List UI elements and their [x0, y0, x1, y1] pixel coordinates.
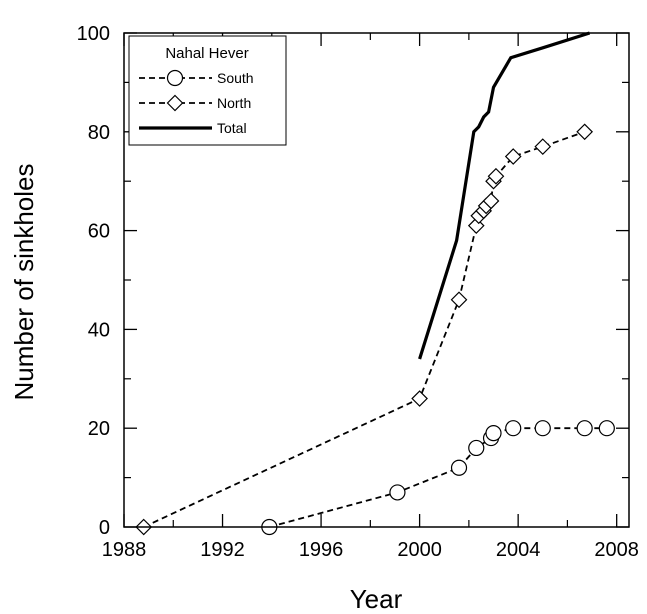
x-tick-label: 1992 [200, 539, 245, 561]
point-south [485, 425, 502, 442]
point-north [482, 192, 500, 210]
legend-label-total: Total [217, 120, 247, 136]
y-tick-label: 60 [88, 221, 110, 243]
x-tick-label: 2008 [594, 539, 639, 561]
legend-entries: South North Total [139, 69, 254, 136]
point-north [576, 123, 594, 141]
point-north [487, 167, 505, 185]
axes: 1988 1992 1996 2000 2004 2008 0 20 40 60 80 100 [77, 23, 639, 561]
legend-label-north: North [217, 95, 251, 111]
point-north [450, 291, 468, 309]
legend-label-south: South [217, 70, 254, 86]
legend-marker-north [166, 94, 184, 112]
point-south [505, 420, 522, 437]
x-tick-label: 2000 [397, 539, 442, 561]
plot-frame [123, 32, 630, 528]
series-total [418, 31, 591, 360]
y-tick-label: 0 [99, 517, 110, 539]
point-south [389, 484, 406, 501]
series-layer [135, 31, 615, 536]
series-line-south [269, 427, 607, 528]
y-tick-label: 20 [88, 418, 110, 440]
point-south [598, 420, 615, 437]
legend: Nahal Hever South North Total [128, 35, 287, 146]
y-tick-label: 40 [88, 319, 110, 341]
point-north [504, 148, 522, 165]
y-axis-title: Number of sinkholes [9, 164, 39, 401]
point-south [576, 420, 593, 437]
x-tick-label: 1988 [102, 539, 147, 561]
point-south [468, 439, 485, 457]
point-south [534, 420, 551, 437]
series-line-north [143, 130, 585, 528]
legend-title: Nahal Hever [165, 45, 248, 62]
series-north [135, 123, 594, 536]
series-line-total [418, 31, 591, 360]
legend-marker-south [166, 69, 184, 87]
point-north [534, 138, 552, 155]
x-axis-title: Year [350, 584, 403, 614]
y-tick-label: 80 [88, 122, 110, 144]
series-south [261, 420, 615, 536]
y-tick-label: 100 [77, 23, 110, 45]
x-tick-label: 2004 [496, 539, 541, 561]
point-north [411, 390, 428, 407]
point-south [450, 459, 468, 476]
x-tick-label: 1996 [299, 539, 344, 561]
